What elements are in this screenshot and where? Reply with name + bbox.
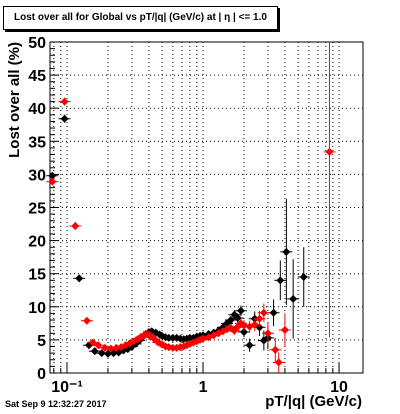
- black-data-point: [75, 274, 84, 283]
- red-data-point: [250, 320, 259, 329]
- x-tick-label: 10: [330, 379, 348, 396]
- y-tick-label: 40: [28, 101, 46, 118]
- black-data-point: [282, 247, 291, 256]
- red-data-point: [239, 321, 248, 330]
- red-data-point: [280, 325, 289, 334]
- red-data-point: [82, 316, 91, 325]
- x-tick-label: 1: [199, 379, 208, 396]
- red-data-point: [274, 358, 283, 367]
- timestamp: Sat Sep 9 12:32:27 2017: [5, 399, 107, 409]
- grid: [50, 42, 363, 373]
- red-data-point: [259, 308, 268, 317]
- red-data-point: [112, 343, 121, 352]
- red-data-point: [88, 338, 97, 347]
- black-data-point: [276, 276, 285, 285]
- y-tick-label: 35: [28, 134, 46, 151]
- y-tick-label: 5: [37, 333, 46, 350]
- black-data-point: [236, 306, 245, 315]
- y-tick-label: 0: [37, 366, 46, 383]
- red-data-point: [263, 329, 272, 338]
- red-data-point: [255, 314, 264, 323]
- red-data-point: [100, 343, 109, 352]
- y-tick-label: 20: [28, 234, 46, 251]
- black-data-point: [245, 341, 254, 350]
- red-data-point: [271, 345, 280, 354]
- red-data-point: [106, 344, 115, 353]
- red-data-point: [199, 334, 208, 343]
- red-data-point: [60, 97, 69, 106]
- black-data-point: [289, 294, 298, 303]
- black-data-point: [103, 349, 112, 358]
- data-points: [46, 42, 336, 373]
- x-axis-title: pT/|q| (GeV/c): [265, 393, 362, 410]
- black-data-point: [48, 171, 57, 180]
- axis-ticks: [50, 41, 340, 374]
- red-data-point: [48, 177, 57, 186]
- y-tick-label: 25: [28, 201, 46, 218]
- y-tick-label: 45: [28, 68, 46, 85]
- red-data-point: [94, 341, 103, 350]
- black-data-point: [60, 114, 69, 123]
- y-tick-label: 10: [28, 300, 46, 317]
- red-data-point: [71, 222, 80, 231]
- black-data-point: [299, 273, 308, 282]
- chart-title: Lost over all for Global vs pT/|q| (GeV/…: [3, 6, 278, 30]
- black-data-point: [239, 327, 248, 336]
- y-tick-label: 30: [28, 167, 46, 184]
- black-data-point: [233, 314, 242, 323]
- black-data-point: [269, 308, 278, 317]
- black-data-point: [97, 349, 106, 358]
- x-tick-labels: 10⁻¹ 1 10: [51, 379, 348, 396]
- y-tick-labels: 0 5 10 15 20 25 30 35 40 45 50: [28, 35, 46, 383]
- y-axis-title: Lost over all (%): [6, 42, 23, 158]
- y-tick-label: 15: [28, 267, 46, 284]
- red-data-point: [121, 341, 130, 350]
- x-tick-label: 10⁻¹: [51, 379, 83, 396]
- y-tick-label: 50: [28, 35, 46, 52]
- red-data-point: [325, 147, 334, 156]
